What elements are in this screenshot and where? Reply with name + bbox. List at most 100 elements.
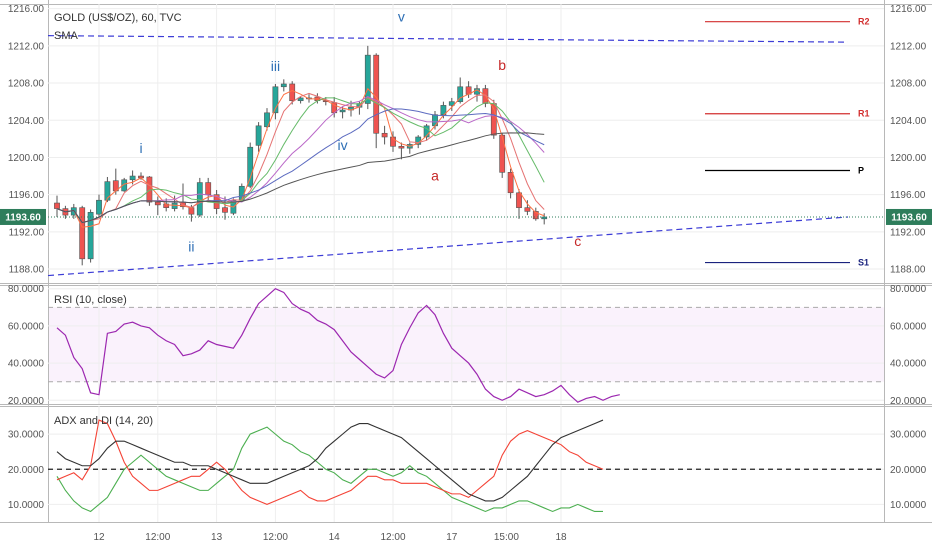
pivot-label-r2: R2 [858, 17, 870, 27]
candle-body-18 [205, 182, 212, 195]
rsi-band [48, 307, 884, 382]
adx-line [56, 419, 604, 502]
x-tick-3: 12:00 [263, 532, 288, 543]
rsi-line [56, 288, 620, 403]
adx-tick-left-2: 10.0000 [8, 500, 45, 511]
rsi-tick-left-3: 20.0000 [8, 396, 45, 407]
price-tick-right-5: 1196.00 [890, 190, 926, 201]
candle-body-9 [129, 175, 136, 181]
x-tick-6: 17 [446, 532, 458, 543]
candle-body-8 [121, 179, 128, 192]
candle-body-58 [541, 216, 548, 220]
candle-body-16 [188, 207, 195, 215]
pivot-label-r1: R1 [858, 109, 870, 119]
candle-body-5 [96, 199, 102, 215]
price-tick-left-0: 1216.00 [8, 4, 45, 15]
candle-body-27 [280, 83, 287, 88]
candle-body-41 [398, 145, 405, 149]
sma-line-1 [56, 92, 545, 224]
rsi-tick-left-2: 40.0000 [8, 359, 45, 370]
candle-body-0 [54, 202, 60, 209]
candle-body-57 [532, 211, 539, 220]
wave-label-7: c [574, 233, 581, 249]
current-price-box-left [0, 208, 46, 225]
candle-body-56 [524, 207, 531, 212]
price-tick-left-6: 1192.00 [9, 227, 45, 238]
candle-body-55 [516, 192, 522, 208]
candle-body-24 [255, 125, 262, 146]
candle-body-37 [364, 54, 371, 104]
price-tick-right-7: 1188.00 [890, 265, 926, 276]
price-tick-right-1: 1212.00 [890, 41, 927, 52]
adx-tick-left-0: 30.0000 [8, 430, 45, 441]
candle-body-6 [104, 181, 111, 201]
x-tick-1: 12:00 [145, 532, 170, 543]
price-tick-left-2: 1208.00 [8, 79, 45, 90]
price-tick-left-5: 1196.00 [9, 190, 45, 201]
price-tick-right-3: 1204.00 [890, 116, 927, 127]
candle-body-29 [297, 97, 304, 102]
adx-tick-right-2: 10.0000 [890, 500, 927, 511]
upper-trendline [47, 35, 849, 43]
price-tick-left-1: 1212.00 [8, 41, 45, 52]
wave-label-1: ii [188, 238, 194, 254]
di-minus-line [56, 419, 604, 506]
rsi-tick-right-3: 20.0000 [890, 396, 927, 407]
rsi-tick-right-2: 40.0000 [890, 359, 927, 370]
x-tick-7: 15:00 [494, 532, 519, 543]
x-tick-4: 14 [329, 532, 341, 543]
candle-body-47 [448, 101, 455, 106]
price-tick-right-0: 1216.00 [890, 4, 927, 15]
candle-body-26 [272, 86, 279, 114]
candle-body-28 [289, 83, 296, 102]
candle-body-54 [507, 172, 514, 194]
candle-body-38 [373, 54, 380, 134]
candle-body-13 [163, 203, 170, 208]
adx-tick-right-0: 30.0000 [890, 430, 927, 441]
price-tick-right-2: 1208.00 [890, 79, 927, 90]
price-tick-right-6: 1192.00 [890, 227, 926, 238]
x-tick-8: 18 [555, 532, 567, 543]
candle-body-4 [87, 212, 94, 260]
wave-label-3: iv [338, 137, 348, 153]
chart-title: GOLD (US$/OZ), 60, TVC [54, 12, 182, 24]
candle-body-48 [457, 86, 464, 102]
rsi-title: RSI (10, close) [54, 294, 127, 306]
candle-body-53 [499, 134, 506, 173]
chart-subtitle: SMA [54, 30, 79, 42]
price-tick-left-7: 1188.00 [9, 265, 45, 276]
rsi-tick-right-1: 60.0000 [890, 321, 927, 332]
rsi-tick-left-0: 80.0000 [8, 284, 45, 295]
pivot-label-p: P [858, 165, 864, 175]
wave-label-5: a [431, 168, 439, 184]
candle-body-20 [222, 207, 228, 213]
candle-body-12 [154, 201, 161, 206]
x-tick-0: 12 [93, 532, 105, 543]
rsi-tick-right-0: 80.0000 [890, 284, 927, 295]
lower-trendline [47, 216, 849, 277]
candle-body-25 [264, 112, 270, 128]
current-price-label-right: 1193.60 [891, 212, 927, 223]
x-tick-5: 12:00 [380, 532, 405, 543]
wave-label-4: v [398, 9, 405, 25]
candle-body-44 [423, 125, 430, 138]
sma-line-2 [56, 97, 545, 224]
wave-label-6: b [498, 57, 506, 73]
price-tick-left-3: 1204.00 [8, 116, 45, 127]
candle-body-3 [79, 207, 86, 260]
price-tick-left-4: 1200.00 [8, 153, 45, 164]
adx-tick-left-1: 20.0000 [8, 465, 45, 476]
pivot-label-s1: S1 [858, 258, 869, 268]
di-plus-line [56, 426, 603, 513]
adx-tick-right-1: 20.0000 [890, 465, 927, 476]
candle-body-39 [381, 132, 388, 138]
x-tick-2: 13 [211, 532, 223, 543]
sma-line-5 [56, 132, 545, 224]
current-price-label-left: 1193.60 [5, 212, 41, 223]
adx-title: ADX and DI (14, 20) [54, 415, 153, 427]
price-tick-right-4: 1200.00 [890, 153, 927, 164]
current-price-box-right [886, 208, 932, 225]
wave-label-2: iii [271, 58, 280, 74]
candle-body-23 [247, 146, 254, 187]
